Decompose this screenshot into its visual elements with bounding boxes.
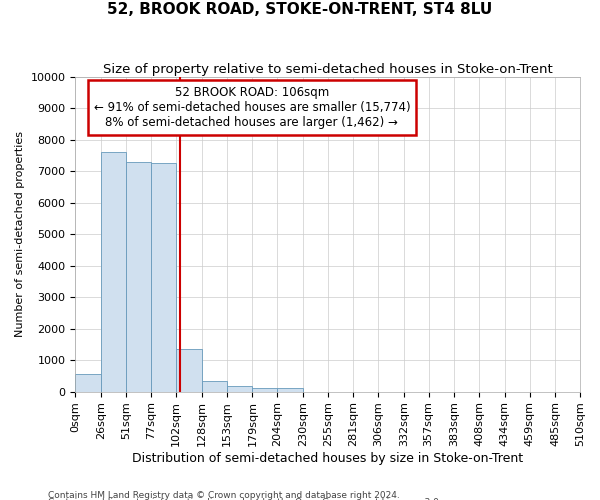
Text: Contains HM Land Registry data © Crown copyright and database right 2024.: Contains HM Land Registry data © Crown c… [48, 490, 400, 500]
Bar [227, 386, 253, 392]
Bar [253, 388, 277, 392]
Text: 52, BROOK ROAD, STOKE-ON-TRENT, ST4 8LU: 52, BROOK ROAD, STOKE-ON-TRENT, ST4 8LU [107, 2, 493, 18]
Bar [202, 380, 227, 392]
Bar [126, 162, 151, 392]
X-axis label: Distribution of semi-detached houses by size in Stoke-on-Trent: Distribution of semi-detached houses by … [132, 452, 523, 465]
Bar [151, 164, 176, 392]
Text: Contains public sector information licensed under the Open Government Licence v3: Contains public sector information licen… [48, 498, 442, 500]
Bar [75, 374, 101, 392]
Text: 52 BROOK ROAD: 106sqm
← 91% of semi-detached houses are smaller (15,774)
8% of s: 52 BROOK ROAD: 106sqm ← 91% of semi-deta… [94, 86, 410, 129]
Title: Size of property relative to semi-detached houses in Stoke-on-Trent: Size of property relative to semi-detach… [103, 62, 553, 76]
Y-axis label: Number of semi-detached properties: Number of semi-detached properties [15, 131, 25, 337]
Bar [101, 152, 126, 392]
Bar [277, 388, 303, 392]
Bar [176, 349, 202, 392]
